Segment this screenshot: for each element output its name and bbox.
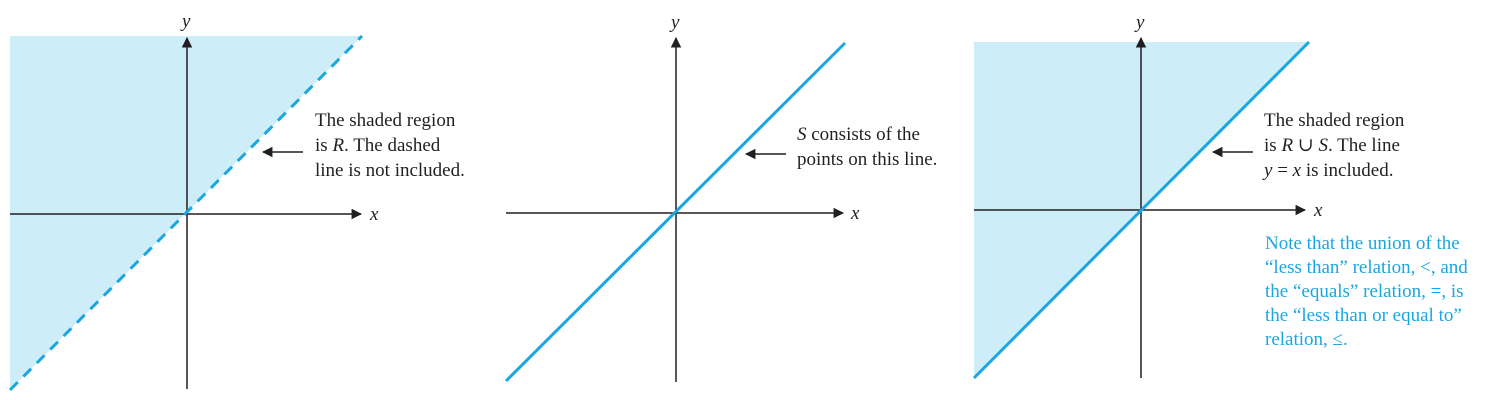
note-line: “less than” relation, <, and — [1265, 257, 1468, 278]
y-axis-label: y — [1134, 12, 1145, 33]
annotation-run: x — [1292, 160, 1302, 181]
note-line: Note that the union of the — [1265, 233, 1460, 254]
panel-s: x y S consists of the points on this line… — [504, 12, 937, 383]
annotation-text: The shaded region is R. The dashed line is… — [315, 110, 465, 181]
note-line: relation, ≤. — [1265, 329, 1348, 350]
annotation-run: consists of the — [807, 124, 920, 145]
y-axis-label: y — [180, 11, 191, 32]
annotation-run: = — [1272, 160, 1292, 181]
boundary-line-dashed — [8, 34, 364, 392]
annotation-run: is — [1264, 135, 1281, 156]
x-axis-label: x — [1313, 200, 1323, 221]
annotation-run: The shaded region — [1264, 110, 1405, 131]
line-y-equals-x — [504, 41, 847, 383]
annotation-run: S — [797, 124, 807, 145]
annotation-run: . The dashed — [344, 135, 441, 156]
annotation-run: S — [1318, 135, 1328, 156]
note-line: the “less than or equal to” — [1265, 305, 1462, 326]
annotation-run: R — [331, 135, 344, 156]
annotation-run: . The line — [1328, 135, 1400, 156]
annotation-text: The shaded region is R ∪ S. The line y = x… — [1262, 110, 1405, 181]
y-axis-label: y — [669, 12, 680, 33]
line-y-equals-x — [972, 40, 1311, 380]
annotation-run: The shaded region — [315, 110, 456, 131]
panel-r-union-s: x y The shaded region is R ∪ S. The line y… — [972, 12, 1473, 380]
annotation-run: points on this line. — [797, 149, 937, 170]
note-line: the “equals” relation, =, is — [1265, 281, 1464, 302]
annotation-run: R — [1280, 135, 1293, 156]
annotation-text: S consists of the points on this line. — [797, 124, 937, 170]
annotation-run: is — [315, 135, 332, 156]
annotation-run: is included. — [1301, 160, 1393, 181]
annotation-run: line is not included. — [315, 160, 465, 181]
x-axis-label: x — [369, 204, 379, 225]
panel-r: x y The shaded region is R. The dashed lin… — [8, 11, 465, 392]
note-text: Note that the union of the “less than” r… — [1265, 233, 1473, 350]
annotation-run: ∪ — [1293, 135, 1318, 156]
x-axis-label: x — [850, 203, 860, 224]
annotation-run: y — [1262, 160, 1273, 181]
